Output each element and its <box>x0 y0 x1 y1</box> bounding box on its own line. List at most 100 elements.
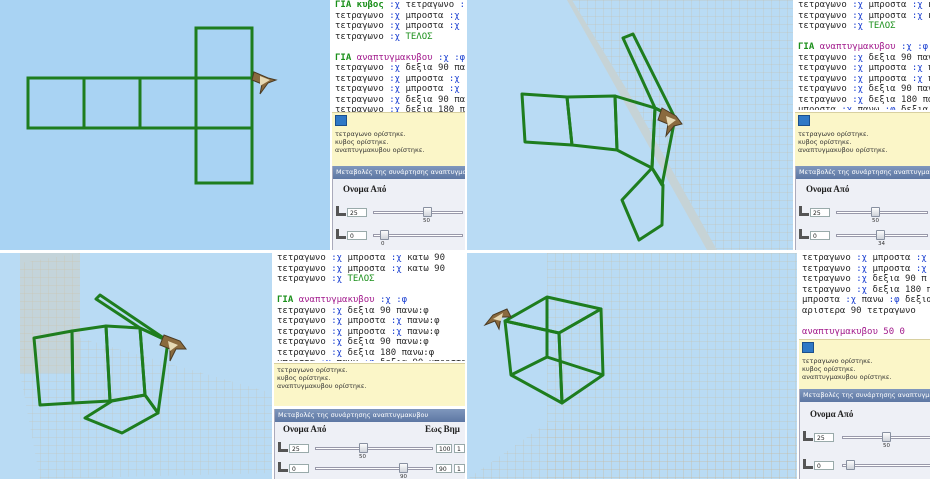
code-token: :χ <box>331 337 348 347</box>
viewport-3d[interactable] <box>0 0 330 250</box>
up-arrow-icon[interactable] <box>802 342 814 353</box>
turtle-sprite-icon <box>483 308 512 331</box>
slider-current-value: 50 <box>359 454 366 460</box>
code-token: :χ <box>389 94 406 105</box>
code-token: τετραγωνο <box>798 0 853 10</box>
slider-value-box[interactable]: 0 <box>810 231 830 240</box>
slider-value-box[interactable]: 0 <box>289 464 309 473</box>
slider-thumb[interactable] <box>846 460 855 470</box>
code-line: τετραγωνο :χ δεξια 90 πανω <box>798 53 930 64</box>
viewport-3d[interactable] <box>467 253 797 479</box>
viewport-3d[interactable] <box>0 253 272 479</box>
slider-panel: Μεταβολές της συνάρτησης αναπτυγμακυβ Ον… <box>795 166 930 250</box>
code-line: τετραγωνο :χ ΤΕΛΟΣ <box>277 274 465 285</box>
code-token: :χ <box>448 21 465 31</box>
code-token: πανω <box>928 74 930 84</box>
net-drawing <box>26 26 278 185</box>
code-token: τετραγωνο <box>277 316 332 326</box>
slider-thumb[interactable] <box>380 230 389 240</box>
column-header-name: Ονομα Από <box>806 184 850 194</box>
slider-panel: Μεταβολές της συνάρτησης αναπτυγμακυβου … <box>799 389 930 479</box>
slider-panel: Μεταβολές της συνάρτησης αναπτυγμακυβ Ον… <box>332 166 465 250</box>
slider-track[interactable] <box>373 234 463 237</box>
slider-value-box[interactable]: 25 <box>810 208 830 217</box>
panel-bottom-left: τετραγωνο :χ μπροστα :χ κατω 90 τετραγωνο… <box>0 253 465 479</box>
slider-thumb[interactable] <box>423 207 432 217</box>
code-token: :χ <box>389 73 406 84</box>
slider-value-box[interactable]: 25 <box>347 208 367 217</box>
code-token: :χ <box>331 316 348 326</box>
slider-current-value: 34 <box>878 241 885 247</box>
message-line: αναπτυγμακυβου ορίστηκε. <box>335 146 425 154</box>
code-token: πανω <box>861 295 889 305</box>
code-token: δεξια 90 πανω:φ <box>347 337 429 347</box>
code-token: τετραγωνο <box>798 63 853 73</box>
slider-thumb[interactable] <box>876 230 885 240</box>
slider-parameter-icon <box>803 459 813 469</box>
slider-panel-title: Μεταβολές της συνάρτησης αναπτυγμακυβ <box>333 166 465 179</box>
message-log: τετραγωνο ορίστηκε. κυβος ορίστηκε. αναπ… <box>799 339 930 394</box>
slider-thumb[interactable] <box>359 443 368 453</box>
slider-thumb[interactable] <box>399 463 408 473</box>
code-line: τετραγωνο :χ ΤΕΛΟΣ <box>335 32 465 43</box>
slider-track[interactable] <box>315 467 433 470</box>
code-token: μπροστα <box>405 10 449 21</box>
code-token: :χ <box>390 316 408 326</box>
message-line: τετραγωνο ορίστηκε. <box>335 130 406 138</box>
code-token: :χ <box>915 263 927 274</box>
code-token: μπροστα <box>798 105 842 110</box>
column-header-name: Ονομα Από <box>343 184 387 194</box>
code-token: τετραγωνο <box>277 337 332 347</box>
slider-track[interactable] <box>842 464 930 467</box>
code-editor[interactable]: τετραγωνο :χ μπροστα :χ κατω 90 τετραγωνο… <box>274 253 465 361</box>
code-token: μπροστα <box>405 73 449 84</box>
code-line: αναπτυγμακυβου 50 0 <box>802 327 930 338</box>
code-editor[interactable]: τετραγωνο :χ μπροστα :χ κτετραγωνο :χ μπ… <box>799 253 930 339</box>
slider-panel-title: Μεταβολές της συνάρτησης αναπτυγμακυβ <box>796 166 930 179</box>
code-token: πανω <box>857 105 885 110</box>
code-line: τετραγωνο :χ μπροστα :χ πανω:φ <box>277 327 465 338</box>
code-line: τετραγωνο :χ δεξια 180 π <box>802 285 930 296</box>
slider-value-box[interactable]: 25 <box>814 433 834 442</box>
slider-track[interactable] <box>373 211 463 214</box>
up-arrow-icon[interactable] <box>798 115 810 126</box>
slider-value-box[interactable]: 25 <box>289 444 309 453</box>
code-token: τετραγωνο <box>277 263 332 274</box>
message-line: κυβος ορίστηκε. <box>798 138 852 146</box>
cube-net <box>520 32 677 242</box>
code-token: τετραγωνο <box>798 73 853 84</box>
code-line: μπροστα :χ πανω :φ δεξια 90 μπροστα:χ <box>277 358 465 361</box>
slider-parameter-icon <box>799 206 809 216</box>
up-arrow-icon[interactable] <box>335 115 347 126</box>
slider-thumb[interactable] <box>871 207 880 217</box>
code-token: :χ <box>448 10 465 21</box>
column-header-name: Ονομα Από <box>283 424 327 434</box>
code-line: τετραγωνο :χ δεξια 90 πανω:φ <box>277 306 465 317</box>
code-token: δεξια 90 πανω <box>868 84 930 94</box>
slider-thumb[interactable] <box>882 432 891 442</box>
slider-current-value: 50 <box>883 443 890 449</box>
code-token: :χ <box>389 63 406 73</box>
code-token: ΓΙΑ κυβος <box>335 0 390 10</box>
code-token: τετραγωνο <box>335 94 390 105</box>
code-token: πανω:φ <box>407 326 440 337</box>
grid-plane <box>547 253 797 479</box>
slider-value-box[interactable]: 0 <box>347 231 367 240</box>
slider-end-box[interactable]: 90 <box>436 464 452 473</box>
code-line: τετραγωνο :χ μπροστα :χ πανω <box>798 74 930 85</box>
cube-net <box>32 293 170 435</box>
viewport-3d[interactable] <box>467 0 793 250</box>
code-token: δεξια 180 π <box>872 284 930 295</box>
code-token: τετραγωνο <box>405 0 460 10</box>
slider-end-box[interactable]: 100 <box>436 444 452 453</box>
slider-track[interactable] <box>836 211 928 214</box>
code-line: τετραγωνο :χ μπροστα :χ π <box>335 84 465 95</box>
code-editor[interactable]: τετραγωνο :χ μπροστα :χ κατωτετραγωνο :χ… <box>795 0 930 110</box>
slider-value-box[interactable]: 0 <box>814 461 834 470</box>
slider-step-box[interactable]: 1 <box>454 444 465 453</box>
slider-step-box[interactable]: 1 <box>454 464 465 473</box>
code-line: τετραγωνο :χ δεξια 90 πανω <box>798 84 930 95</box>
slider-track[interactable] <box>315 447 433 450</box>
